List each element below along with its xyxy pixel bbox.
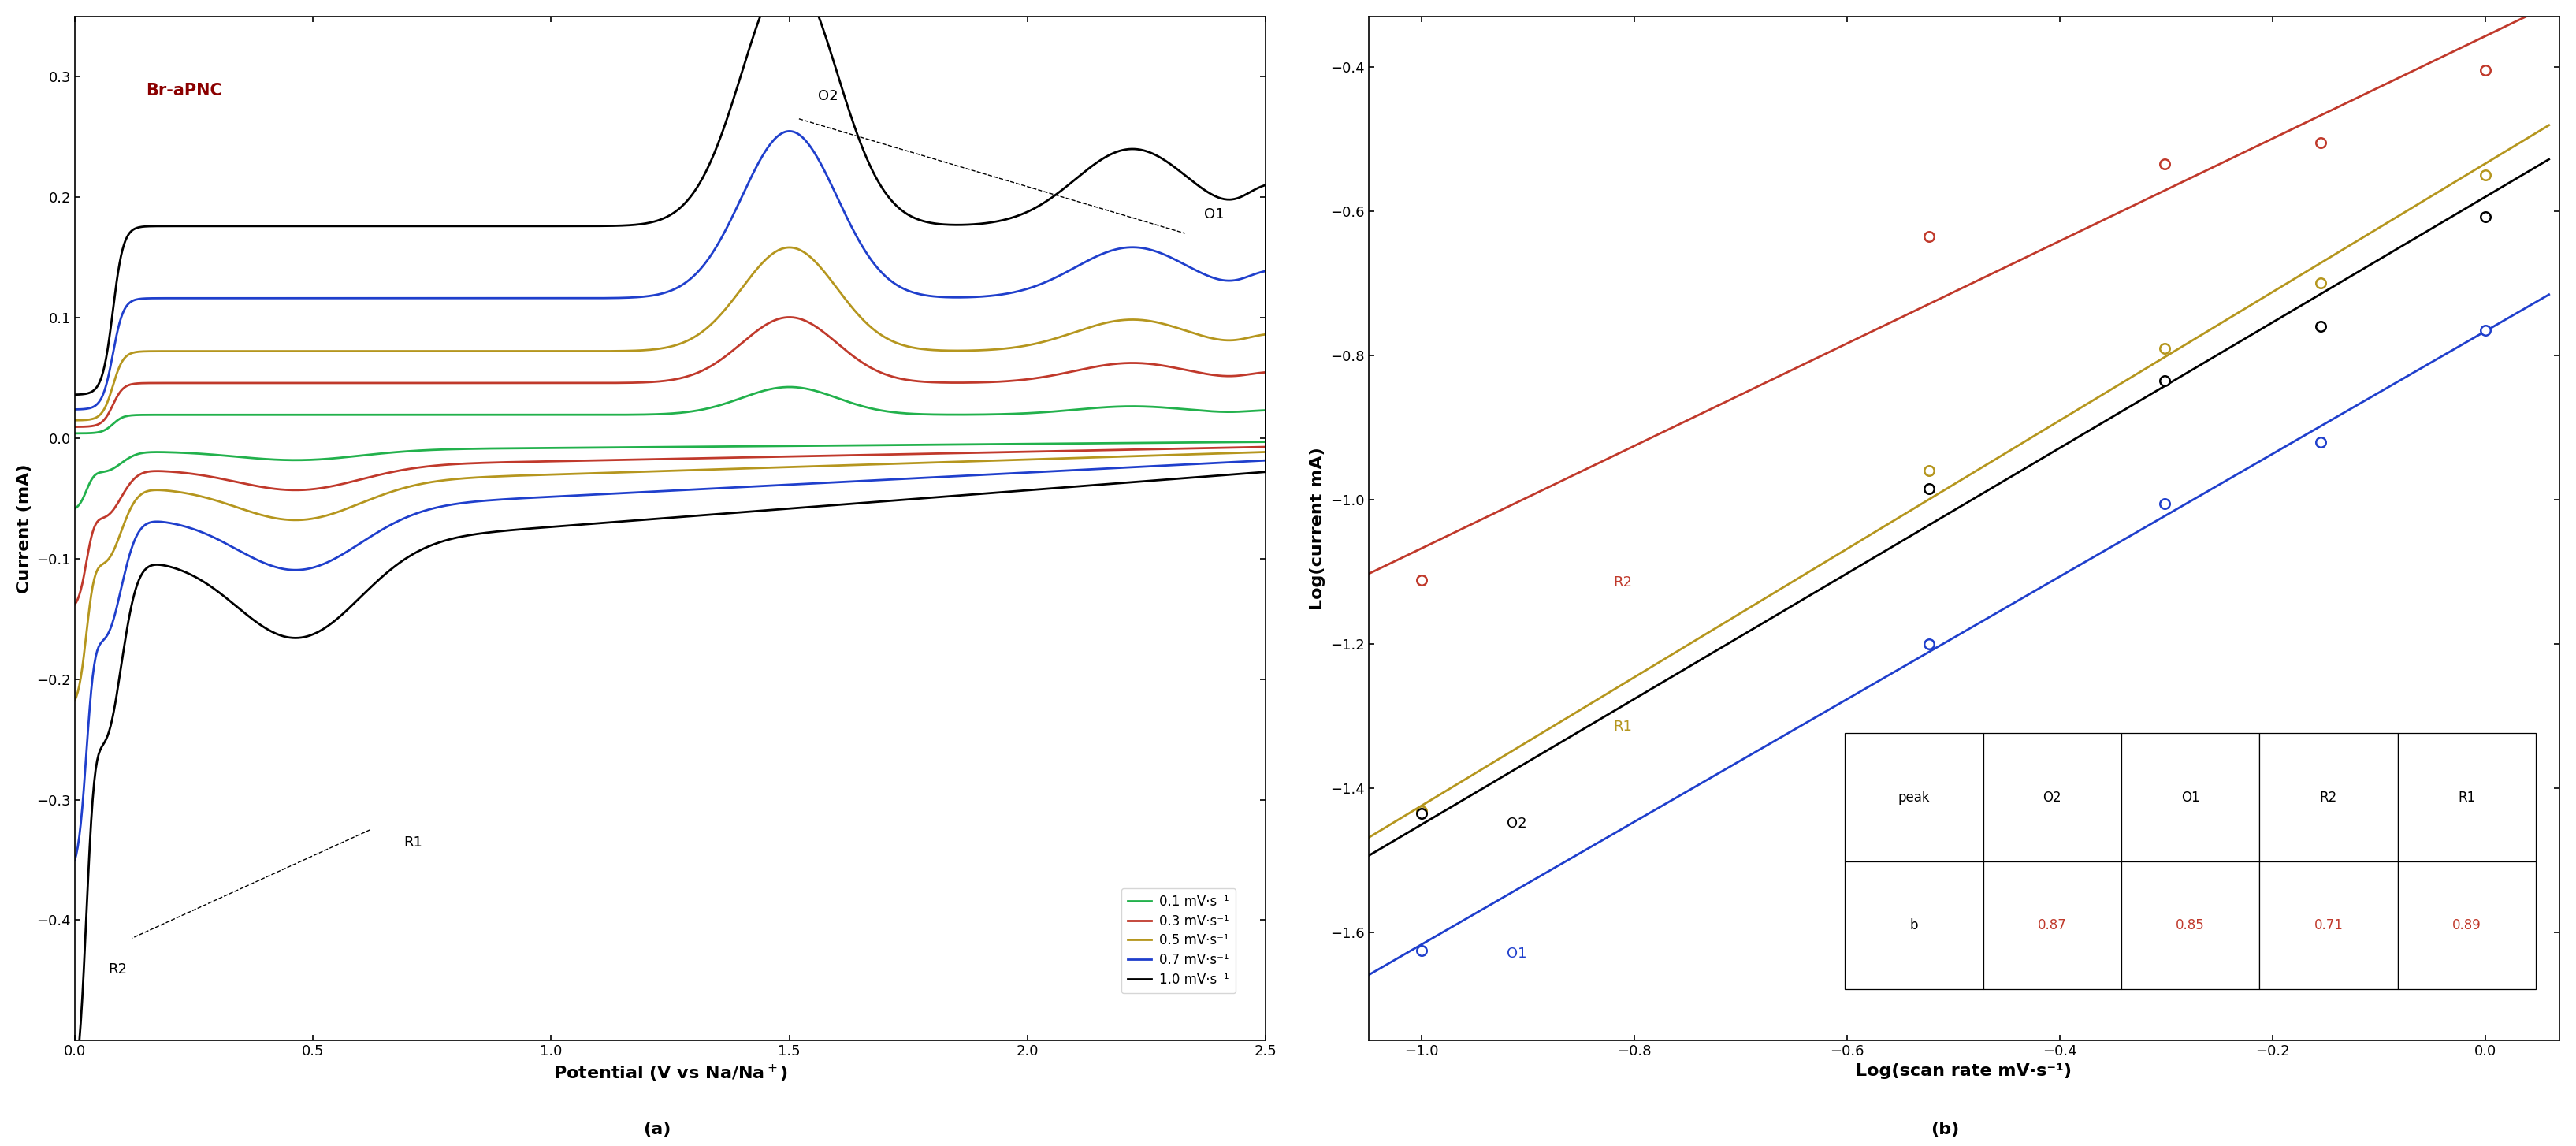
- 0.7 mV·s⁻¹: [103, 316, 134, 330]
- 1.0 mV·s⁻¹: [59, 387, 90, 401]
- Text: (b): (b): [1929, 1122, 1960, 1138]
- 0.5 mV·s⁻¹: [773, 241, 804, 254]
- 0.5 mV·s⁻¹: [1221, 446, 1252, 460]
- Line: 0.5 mV·s⁻¹: 0.5 mV·s⁻¹: [75, 248, 1265, 700]
- 0.3 mV·s⁻¹: [59, 597, 90, 611]
- Text: O2: O2: [819, 89, 837, 103]
- 0.7 mV·s⁻¹: [1221, 455, 1252, 469]
- 0.7 mV·s⁻¹: [1139, 244, 1170, 258]
- 0.5 mV·s⁻¹: [59, 414, 90, 427]
- 0.5 mV·s⁻¹: [59, 693, 90, 707]
- Text: (a): (a): [644, 1122, 670, 1138]
- 0.3 mV·s⁻¹: [1221, 440, 1252, 454]
- 1.0 mV·s⁻¹: [211, 591, 242, 605]
- Text: O1: O1: [1507, 947, 1528, 960]
- 0.1 mV·s⁻¹: [799, 439, 829, 453]
- 0.3 mV·s⁻¹: [773, 311, 804, 324]
- 0.5 mV·s⁻¹: [211, 497, 242, 511]
- 1.0 mV·s⁻¹: [1139, 148, 1170, 162]
- 0.1 mV·s⁻¹: [59, 502, 90, 516]
- Text: R2: R2: [1613, 575, 1633, 589]
- 0.1 mV·s⁻¹: [1221, 435, 1252, 449]
- 0.1 mV·s⁻¹: [103, 413, 134, 426]
- Text: R1: R1: [1613, 720, 1631, 733]
- Text: O1: O1: [1203, 207, 1224, 221]
- Y-axis label: Current (mA): Current (mA): [15, 464, 31, 594]
- 0.7 mV·s⁻¹: [59, 402, 90, 416]
- Line: 1.0 mV·s⁻¹: 1.0 mV·s⁻¹: [75, 0, 1265, 1077]
- 0.3 mV·s⁻¹: [59, 419, 90, 433]
- Legend: 0.1 mV·s⁻¹, 0.3 mV·s⁻¹, 0.5 mV·s⁻¹, 0.7 mV·s⁻¹, 1.0 mV·s⁻¹: 0.1 mV·s⁻¹, 0.3 mV·s⁻¹, 0.5 mV·s⁻¹, 0.7 …: [1121, 888, 1236, 994]
- 0.3 mV·s⁻¹: [211, 473, 242, 487]
- Text: O2: O2: [1507, 817, 1528, 831]
- 1.0 mV·s⁻¹: [487, 219, 518, 233]
- 0.5 mV·s⁻¹: [103, 360, 134, 374]
- 0.3 mV·s⁻¹: [799, 449, 829, 463]
- Y-axis label: Log(current mA): Log(current mA): [1311, 447, 1327, 610]
- 0.1 mV·s⁻¹: [773, 380, 804, 394]
- 0.7 mV·s⁻¹: [59, 854, 90, 868]
- X-axis label: Log(scan rate mV·s⁻¹): Log(scan rate mV·s⁻¹): [1857, 1063, 2071, 1078]
- Line: 0.1 mV·s⁻¹: 0.1 mV·s⁻¹: [75, 387, 1265, 509]
- Text: Br-aPNC: Br-aPNC: [147, 83, 222, 99]
- Text: R2: R2: [108, 963, 126, 976]
- X-axis label: Potential (V vs Na/Na$^+$): Potential (V vs Na/Na$^+$): [554, 1063, 788, 1084]
- 0.5 mV·s⁻¹: [1139, 315, 1170, 329]
- 1.0 mV·s⁻¹: [59, 1070, 90, 1084]
- 0.5 mV·s⁻¹: [487, 344, 518, 358]
- 0.1 mV·s⁻¹: [487, 408, 518, 422]
- 0.7 mV·s⁻¹: [799, 477, 829, 490]
- Text: R1: R1: [404, 835, 422, 850]
- 1.0 mV·s⁻¹: [103, 257, 134, 270]
- 1.0 mV·s⁻¹: [799, 500, 829, 513]
- 0.7 mV·s⁻¹: [487, 291, 518, 305]
- 1.0 mV·s⁻¹: [1221, 468, 1252, 481]
- 0.5 mV·s⁻¹: [799, 460, 829, 473]
- 0.1 mV·s⁻¹: [1139, 400, 1170, 414]
- Line: 0.3 mV·s⁻¹: 0.3 mV·s⁻¹: [75, 317, 1265, 604]
- 0.1 mV·s⁻¹: [59, 426, 90, 440]
- 0.3 mV·s⁻¹: [103, 386, 134, 400]
- 0.1 mV·s⁻¹: [211, 449, 242, 463]
- 0.3 mV·s⁻¹: [1139, 358, 1170, 371]
- Line: 0.7 mV·s⁻¹: 0.7 mV·s⁻¹: [75, 131, 1265, 861]
- 0.7 mV·s⁻¹: [773, 124, 804, 138]
- 0.3 mV·s⁻¹: [487, 376, 518, 390]
- 0.7 mV·s⁻¹: [211, 537, 242, 551]
